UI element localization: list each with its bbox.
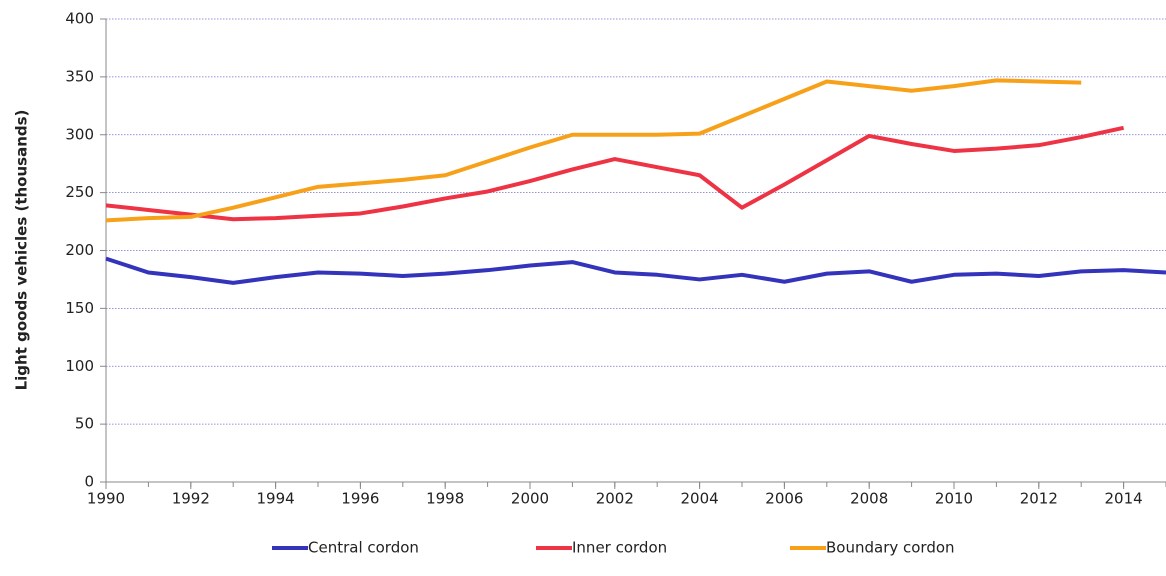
x-tick-label: 2006 <box>765 490 803 508</box>
x-tick-label: 2008 <box>850 490 888 508</box>
x-tick-label: 2000 <box>511 490 549 508</box>
x-tick-label: 2004 <box>681 490 719 508</box>
y-tick-label: 350 <box>65 67 94 85</box>
x-tick-label: 2012 <box>1020 490 1058 508</box>
y-tick-label: 150 <box>65 299 94 317</box>
y-tick-label: 0 <box>84 473 94 491</box>
x-tick-label: 1994 <box>257 490 295 508</box>
y-tick-label: 200 <box>65 241 94 259</box>
line-series <box>105 125 1125 222</box>
y-tick-label: 50 <box>75 415 94 433</box>
line-series <box>105 78 1082 223</box>
y-tick-label: 100 <box>65 357 94 375</box>
x-tick-label: 2010 <box>935 490 973 508</box>
x-tick-label: 1996 <box>341 490 379 508</box>
y-axis-label: Light goods vehicles (thousands) <box>13 110 31 391</box>
line-series <box>105 256 1166 285</box>
x-tick-label: 2002 <box>596 490 634 508</box>
legend-label: Central cordon <box>308 539 419 557</box>
x-tick-label: 2014 <box>1105 490 1143 508</box>
x-tick-label: 1992 <box>172 490 210 508</box>
y-tick-label: 250 <box>65 183 94 201</box>
y-tick-label: 300 <box>65 125 94 143</box>
x-tick-label: 1990 <box>87 490 125 508</box>
legend-label: Boundary cordon <box>826 539 955 557</box>
x-tick-label: 1998 <box>426 490 464 508</box>
y-tick-label: 400 <box>65 10 94 28</box>
legend-label: Inner cordon <box>572 539 667 557</box>
